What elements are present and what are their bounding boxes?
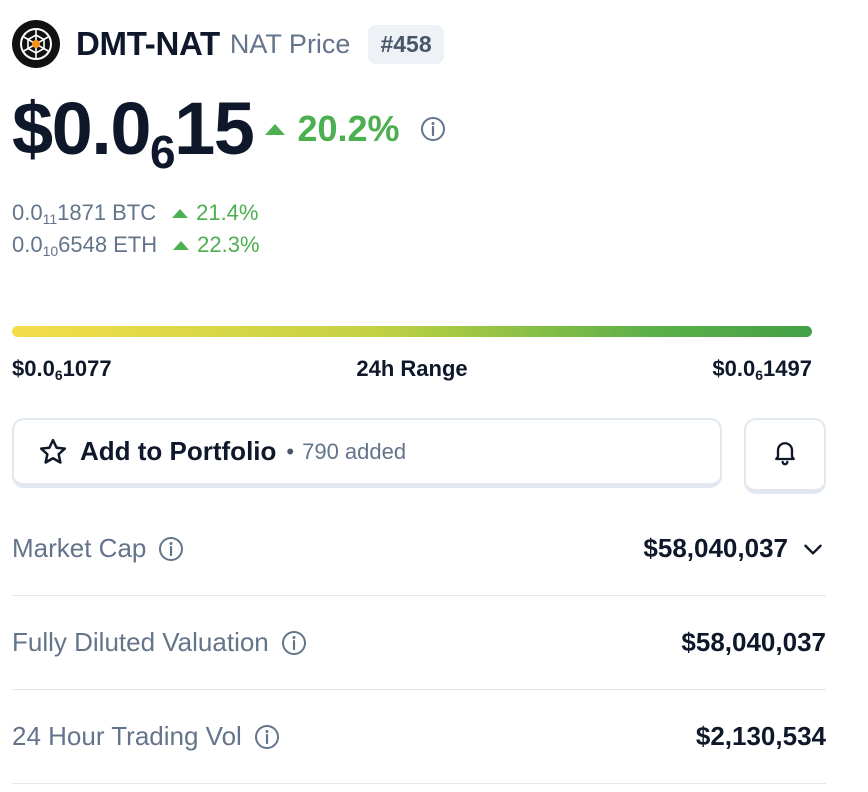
stat-value-text: $2,130,534 (695, 721, 826, 751)
btc-price-digits: 1871 (57, 200, 107, 225)
eth-unit: ETH (113, 232, 158, 257)
range-low-digits: 1077 (62, 356, 112, 381)
range-labels: $0.061077 24h Range $0.061497 (12, 356, 812, 382)
price-prefix: $0.0 (12, 87, 152, 170)
triangle-up-icon (172, 208, 189, 218)
portfolio-label: Add to Portfolio (80, 436, 277, 466)
current-price: $0.0615 (12, 92, 255, 176)
range-low-prefix: $0.0 (12, 356, 55, 381)
range-label: 24h Range (356, 356, 468, 381)
price-change-value: 20.2% (297, 108, 400, 149)
stat-label-market-cap: Market Cap (12, 533, 184, 564)
range-low: $0.061077 (12, 356, 112, 382)
stat-value-text: $58,040,037 (643, 533, 788, 563)
triangle-up-icon (173, 240, 190, 250)
eth-price-prefix: 0.0 (12, 232, 43, 257)
btc-price: 0.0111871 (12, 200, 106, 226)
range-high-zero-count: 6 (755, 367, 764, 383)
eth-change: 22.3% (173, 232, 260, 258)
stat-label-trading-vol: 24 Hour Trading Vol (12, 721, 280, 752)
coin-price-subtitle: NAT Price (229, 28, 351, 59)
btc-price-prefix: 0.0 (12, 200, 43, 225)
btc-change-value: 21.4% (196, 200, 259, 225)
range-high-prefix: $0.0 (712, 356, 756, 381)
eth-zero-count: 10 (42, 243, 59, 259)
btc-unit: BTC (112, 200, 157, 225)
rank-badge: #458 (368, 24, 444, 64)
stat-label-text: 24 Hour Trading Vol (12, 721, 242, 751)
stat-value-fdv: $58,040,037 (681, 627, 826, 658)
stat-label-text: Market Cap (12, 533, 147, 563)
info-icon[interactable] (281, 630, 307, 656)
stat-market-cap: Market Cap $58,040,037 (12, 502, 826, 596)
portfolio-added-count: 790 added (302, 438, 407, 464)
price-alert-button[interactable] (744, 418, 826, 494)
price-digits: 15 (174, 87, 255, 170)
info-icon[interactable] (158, 536, 184, 562)
range-low-zero-count: 6 (54, 367, 63, 383)
star-icon (38, 437, 68, 467)
info-icon[interactable] (254, 724, 280, 750)
chevron-down-icon[interactable] (800, 536, 826, 562)
triangle-up-icon (265, 123, 286, 135)
eth-price-digits: 6548 (58, 232, 108, 257)
stat-24h-trading-vol: 24 Hour Trading Vol $2,130,534 (12, 690, 826, 784)
info-icon[interactable] (420, 116, 446, 142)
portfolio-separator: • (286, 438, 295, 464)
btc-zero-count: 11 (42, 211, 58, 227)
range-high-digits: 1497 (763, 356, 812, 381)
btc-change: 21.4% (172, 200, 258, 226)
btc-conversion: 0.0111871 BTC 21.4% (12, 200, 258, 226)
price-zero-count: 6 (150, 126, 176, 178)
eth-change-value: 22.3% (197, 232, 260, 257)
price-row: $0.0615 20.2% (12, 92, 446, 176)
range-bar (12, 326, 812, 337)
coin-name: DMT-NAT (76, 25, 220, 62)
stat-value-text: $58,040,037 (681, 627, 826, 657)
stat-label-fdv: Fully Diluted Valuation (12, 627, 307, 658)
stat-label-text: Fully Diluted Valuation (12, 627, 269, 657)
price-change: 20.2% (265, 108, 400, 150)
stat-fully-diluted-valuation: Fully Diluted Valuation $58,040,037 (12, 596, 826, 690)
stat-value-market-cap: $58,040,037 (643, 533, 826, 564)
dmt-nat-logo-icon (12, 20, 60, 68)
eth-price: 0.0106548 (12, 232, 107, 258)
eth-conversion: 0.0106548 ETH 22.3% (12, 232, 260, 258)
range-high: $0.061497 (712, 356, 812, 382)
add-to-portfolio-button[interactable]: Add to Portfolio • 790 added (12, 418, 722, 488)
coin-header: DMT-NAT NAT Price #458 (12, 20, 444, 68)
stat-value-trading-vol: $2,130,534 (696, 721, 826, 752)
bell-icon (771, 438, 799, 471)
